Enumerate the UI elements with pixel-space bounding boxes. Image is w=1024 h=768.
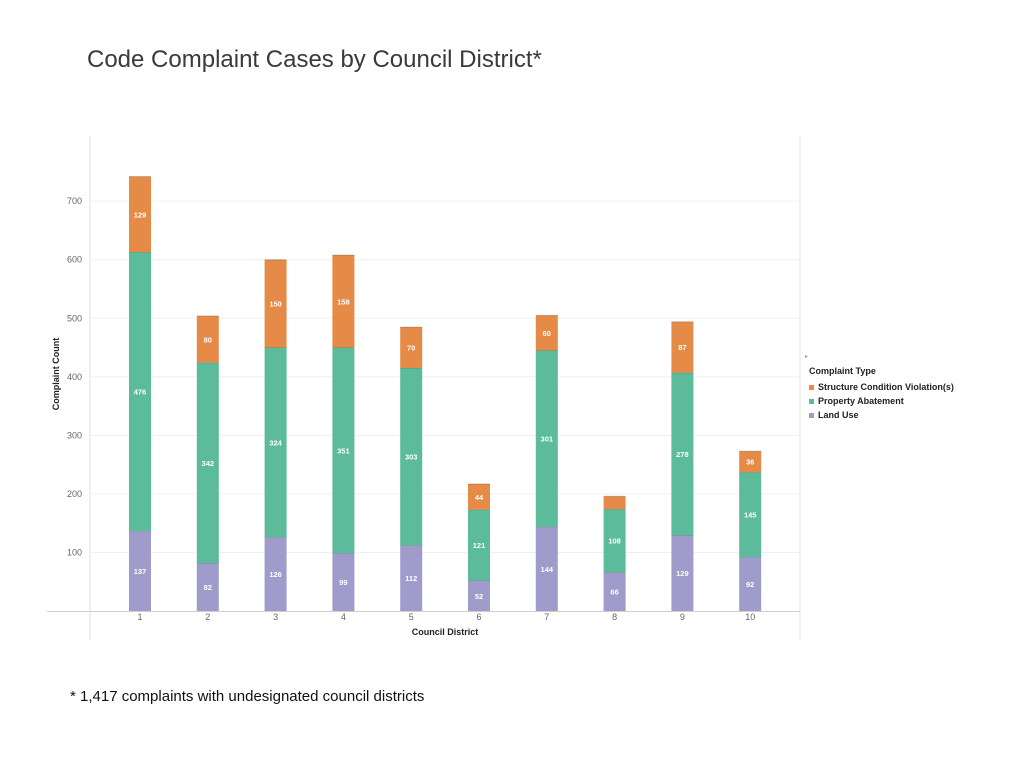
grid-layer <box>89 136 801 640</box>
data-label: 70 <box>407 344 415 353</box>
bar-segment <box>671 535 694 611</box>
y-tick-label: 600 <box>67 255 82 265</box>
bar-segment <box>196 315 219 363</box>
bar-segment <box>739 451 762 473</box>
data-label: 144 <box>541 565 554 574</box>
legend-swatch <box>809 398 814 404</box>
data-label: 145 <box>744 511 757 520</box>
legend: ▸ Complaint Type Structure Condition Vio… <box>805 352 954 422</box>
data-label: 112 <box>405 574 417 583</box>
bar-segment <box>196 362 219 563</box>
data-label: 92 <box>746 580 754 589</box>
bar-segment <box>739 557 762 611</box>
data-label: 342 <box>202 459 215 468</box>
legend-item-structure-condition[interactable]: Structure Condition Violation(s) <box>809 380 954 394</box>
axis-layer: 100 200 300 400 500 600 700 Complaint Count Coun… <box>47 196 800 637</box>
page-title: Code Complaint Cases by Council District… <box>87 46 542 73</box>
data-label: 278 <box>676 450 689 459</box>
bar-segment <box>400 327 423 369</box>
legend-item-label: Property Abatement <box>818 396 904 406</box>
bar-segment <box>535 526 558 611</box>
data-label: 36 <box>746 458 754 467</box>
data-label: 324 <box>269 438 282 447</box>
legend-item-land-use[interactable]: Land Use <box>809 408 954 422</box>
x-tick-label: 5 <box>409 612 414 622</box>
y-tick-label: 100 <box>67 547 82 557</box>
bar-segment <box>196 562 219 611</box>
data-label: 129 <box>676 569 689 578</box>
data-label: 99 <box>339 578 347 587</box>
y-tick-label: 200 <box>67 489 82 499</box>
legend-swatch <box>809 412 814 418</box>
bar-segment <box>332 255 355 348</box>
data-label: 66 <box>610 588 618 597</box>
bar-segment <box>332 553 355 611</box>
x-tick-label: 8 <box>612 612 617 622</box>
data-label: 80 <box>204 335 212 344</box>
legend-swatch <box>809 384 814 390</box>
bar-segment <box>332 347 355 554</box>
data-label: 60 <box>543 329 551 338</box>
data-label: 129 <box>134 210 147 219</box>
bar-segment <box>468 580 490 611</box>
y-tick-label: 300 <box>67 430 82 440</box>
legend-item-label: Land Use <box>818 410 859 420</box>
bar-segment <box>264 347 287 538</box>
x-tick-label: 6 <box>476 612 481 622</box>
bar-segment <box>468 509 490 581</box>
data-label: 150 <box>269 300 282 309</box>
data-label: 108 <box>608 537 621 546</box>
bar-segment <box>264 259 287 348</box>
x-tick-label: 4 <box>341 612 346 622</box>
bar-segment <box>603 496 626 510</box>
data-label: 44 <box>475 493 484 502</box>
bar-segment <box>400 368 423 546</box>
bar-segment <box>400 545 423 611</box>
data-label: 82 <box>204 583 212 592</box>
data-label: 52 <box>475 592 483 601</box>
x-tick-label: 10 <box>745 612 755 622</box>
footnote: * 1,417 complaints with undesignated cou… <box>70 688 425 705</box>
bars-layer: 137 476 129 82 342 80 126 324 150 99 351 158 112 303 7… <box>129 176 762 611</box>
data-label: 126 <box>269 570 282 579</box>
data-label: 476 <box>134 387 147 396</box>
bar-segment <box>129 530 151 611</box>
y-tick-label: 400 <box>67 372 82 382</box>
bar-segment <box>264 537 287 611</box>
legend-item-property-abatement[interactable]: Property Abatement <box>809 394 954 408</box>
legend-toggle-icon[interactable]: ▸ <box>805 354 809 360</box>
bar-segment <box>535 315 558 351</box>
bar-segment <box>535 350 558 527</box>
x-tick-label: 9 <box>680 612 685 622</box>
data-label: 137 <box>134 567 147 576</box>
x-tick-label: 7 <box>544 612 549 622</box>
x-tick-label: 1 <box>137 612 142 622</box>
bar-segment <box>129 252 151 531</box>
x-axis-label: Council District <box>412 627 479 637</box>
data-label: 351 <box>337 446 350 455</box>
data-label: 301 <box>541 435 554 444</box>
data-label: 121 <box>473 541 486 550</box>
legend-item-label: Structure Condition Violation(s) <box>818 382 954 392</box>
data-label: 87 <box>678 343 686 352</box>
x-tick-label: 3 <box>273 612 278 622</box>
bar-segment <box>671 321 694 373</box>
y-axis-label: Complaint Count <box>51 338 61 411</box>
y-tick-label: 500 <box>67 313 82 323</box>
bar-segment <box>671 372 694 536</box>
bar-segment <box>739 472 762 558</box>
y-tick-label: 700 <box>67 196 82 206</box>
bar-segment <box>468 483 490 510</box>
legend-title: Complaint Type <box>809 366 876 376</box>
data-label: 158 <box>337 297 350 306</box>
x-tick-label: 2 <box>205 612 210 622</box>
bar-segment <box>129 176 151 253</box>
data-label: 303 <box>405 453 418 462</box>
bar-segment <box>603 572 626 611</box>
bar-segment <box>603 509 626 573</box>
